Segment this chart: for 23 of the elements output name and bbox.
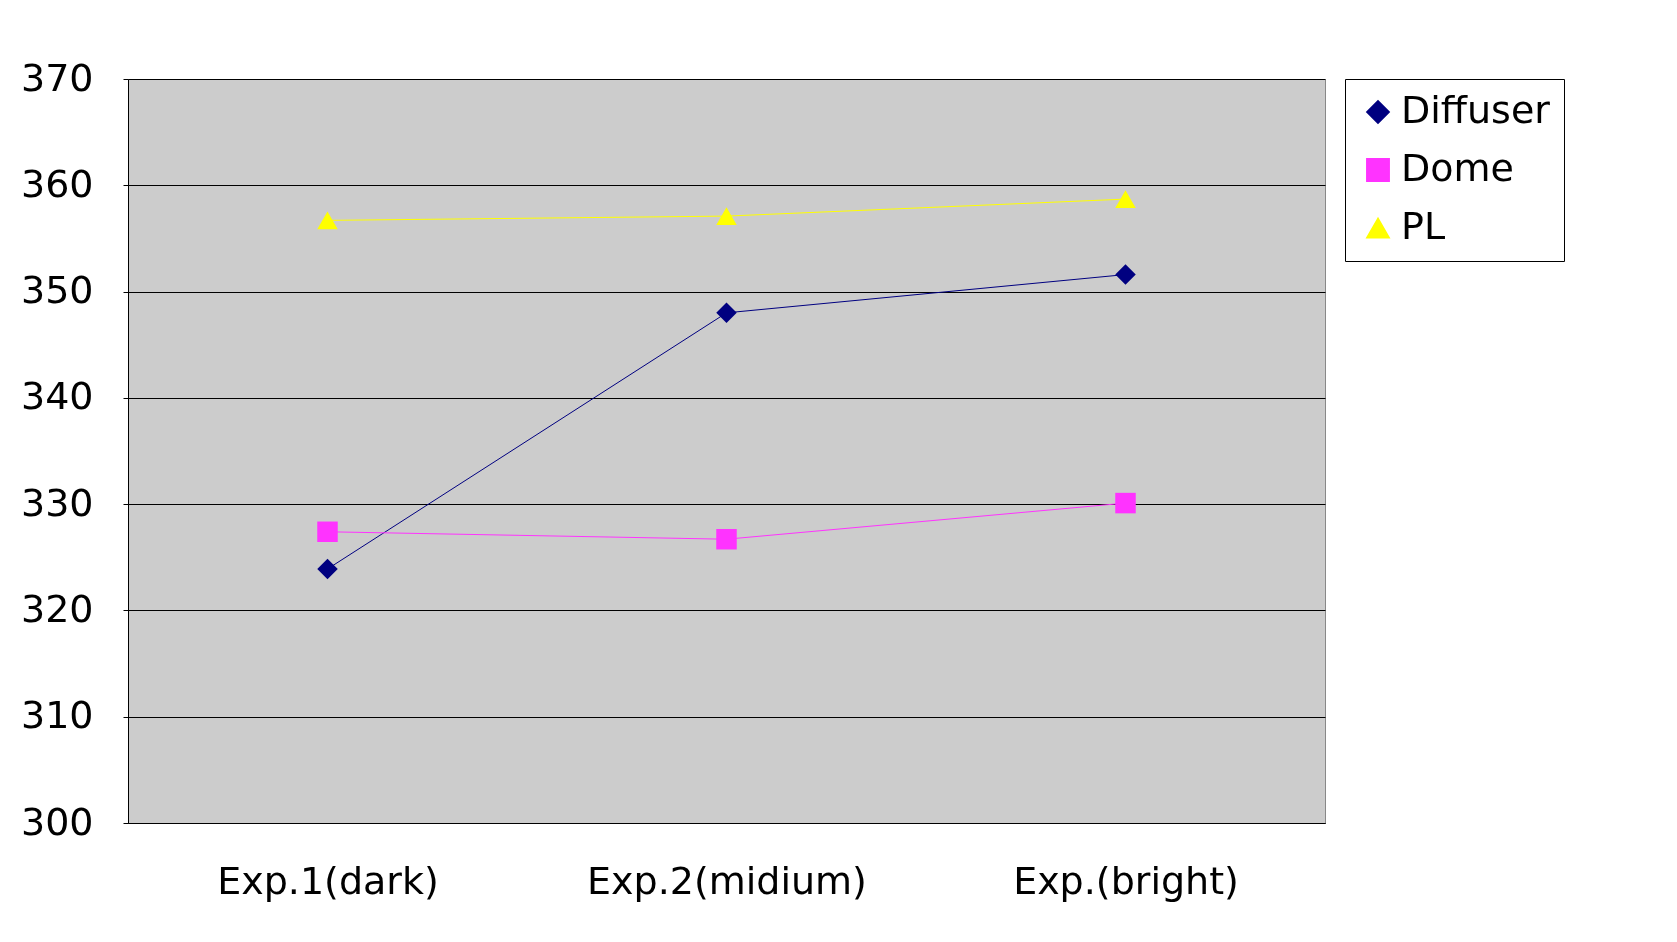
y-tick-label: 330 xyxy=(20,480,94,525)
y-tick-label: 370 xyxy=(20,55,94,100)
legend-label: PL xyxy=(1401,204,1446,248)
y-tick-label: 360 xyxy=(20,161,94,206)
point xyxy=(1115,264,1136,285)
point xyxy=(716,207,737,225)
y-tick-label: 340 xyxy=(20,374,94,419)
point xyxy=(1115,190,1136,208)
legend-label: Dome xyxy=(1401,146,1514,190)
y-tick-label: 320 xyxy=(20,586,94,631)
x-tick-label: Exp.1(dark) xyxy=(217,858,439,903)
y-tick-label: 300 xyxy=(20,799,94,844)
point xyxy=(1115,492,1136,514)
point xyxy=(716,302,737,324)
y-tick-label: 310 xyxy=(20,693,94,738)
y-tick-label: 350 xyxy=(20,268,94,313)
point xyxy=(317,521,338,543)
x-tick-label: Exp.2(midium) xyxy=(587,858,867,903)
legend-label: Diffuser xyxy=(1401,88,1551,132)
point xyxy=(716,528,737,550)
point xyxy=(317,558,338,580)
x-tick-label: Exp.(bright) xyxy=(1013,858,1239,903)
point xyxy=(317,211,338,230)
